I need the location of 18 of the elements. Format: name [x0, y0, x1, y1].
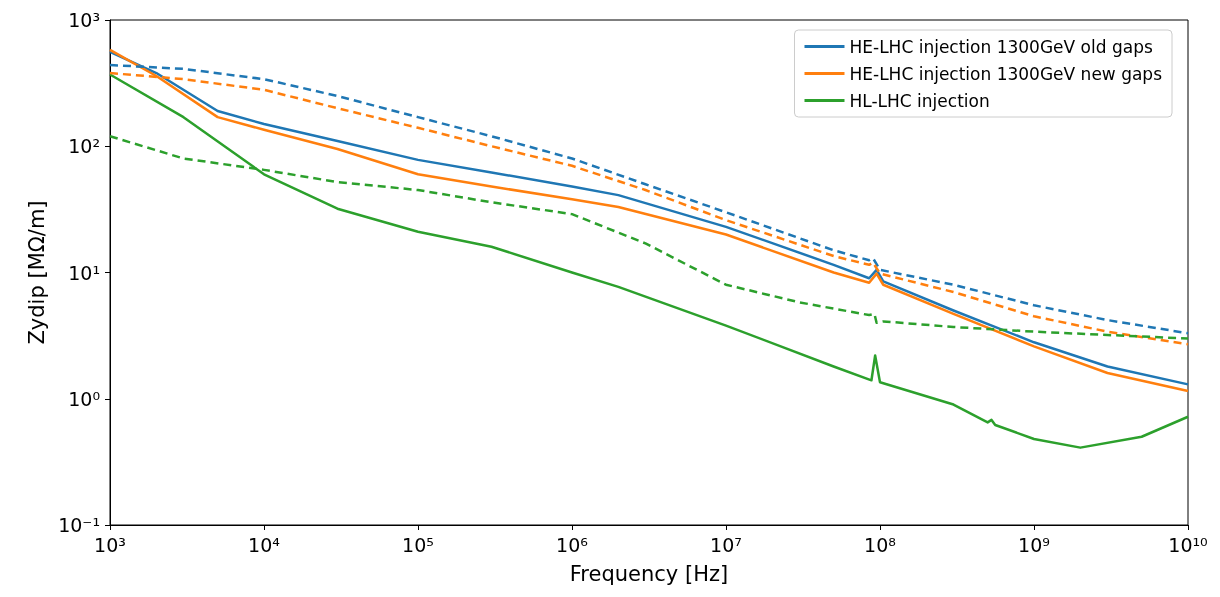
- x-tick-label: 10⁹: [1018, 533, 1050, 556]
- x-tick-label: 10⁸: [864, 533, 896, 556]
- y-tick-label: 10⁻¹: [58, 514, 100, 536]
- y-axis-title: Zydip [MΩ/m]: [24, 200, 49, 345]
- y-tick-label: 10⁰: [68, 387, 100, 410]
- legend-label: HE-LHC injection 1300GeV new gaps: [849, 63, 1163, 84]
- legend-label: HL-LHC injection: [849, 90, 990, 111]
- y-tick-label: 10³: [68, 9, 100, 31]
- x-axis-title: Frequency [Hz]: [569, 561, 729, 586]
- x-tick-label: 10³: [94, 533, 126, 556]
- x-tick-label: 10⁵: [402, 533, 434, 556]
- y-tick-label: 10¹: [68, 261, 100, 284]
- x-tick-label: 10¹⁰: [1168, 533, 1208, 556]
- x-tick-label: 10⁴: [248, 533, 281, 556]
- legend-label: HE-LHC injection 1300GeV old gaps: [849, 36, 1153, 57]
- y-tick-label: 10²: [68, 135, 100, 158]
- x-tick-label: 10⁶: [556, 533, 588, 556]
- x-tick-label: 10⁷: [710, 533, 742, 556]
